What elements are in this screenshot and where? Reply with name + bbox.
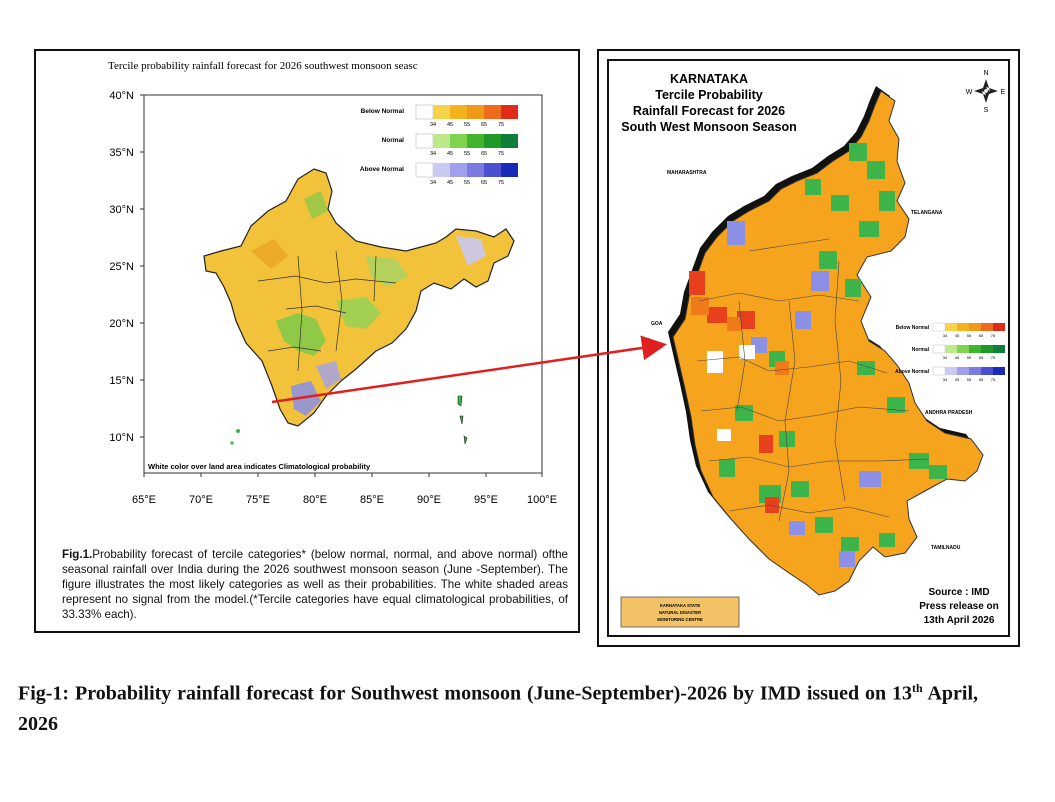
legend-ramp-normal [415, 133, 518, 149]
compass-w: W [966, 89, 973, 96]
legend-tick: 65 [979, 333, 984, 338]
ka-title-line4: South West Monsoon Season [621, 120, 796, 134]
legend-tick: 75 [991, 355, 996, 360]
logo-line1: KARNATAKA STATE [660, 603, 700, 608]
neighbor-telangana: TELANGANA [911, 210, 943, 216]
legend-tick: 55 [967, 355, 972, 360]
ka-legend-below: Below Normal [896, 325, 930, 331]
karnataka-map-figure: KARNATAKA Tercile Probability Rainfall F… [620, 70, 1006, 628]
karnataka-inner-frame: KARNATAKA Tercile Probability Rainfall F… [607, 59, 1010, 637]
lat-label: 15°N [109, 375, 134, 387]
legend-tick: 34 [943, 377, 948, 382]
ka-legend-above: Above Normal [895, 369, 930, 375]
ka-title-line3: Rainfall Forecast for 2026 [633, 104, 785, 118]
legend-tick: 55 [967, 377, 972, 382]
longitude-labels: 65°E 70°E 75°E 80°E 85°E 90°E 95°E 100°E [132, 494, 557, 506]
legend-tick: 75 [498, 180, 504, 186]
neighbor-tamilnadu: TAMILNADU [931, 545, 961, 551]
legend-tick: 45 [955, 355, 960, 360]
lon-label: 70°E [189, 494, 213, 506]
legend-ramp-below [415, 104, 518, 120]
legend-ramp-above [415, 162, 518, 178]
legend-tick: 34 [430, 151, 436, 157]
legend-tick: 34 [943, 333, 948, 338]
india-forecast-panel: Tercile probability rainfall forecast fo… [34, 49, 580, 633]
legend-tick: 34 [430, 180, 436, 186]
lat-label: 30°N [109, 204, 134, 216]
fig-caption-tail: April, 2026 [18, 682, 978, 735]
legend-tick: 65 [481, 180, 487, 186]
legend-tick: 65 [481, 122, 487, 128]
legend-tick: 65 [481, 151, 487, 157]
legend-tick: 55 [464, 151, 470, 157]
legend-tick: 65 [979, 355, 984, 360]
caption-text: Probability forecast of tercile categori… [62, 548, 568, 621]
india-figure-caption: Fig.1.Probability forecast of tercile ca… [62, 547, 568, 622]
fig-caption-sup: th [911, 681, 923, 695]
caption-label: Fig.1. [62, 548, 93, 561]
lat-label: 10°N [109, 432, 134, 444]
lat-label: 40°N [109, 90, 134, 102]
neighbor-andhra: ANDHRA PRADESH [925, 410, 973, 416]
legend-tick: 34 [430, 122, 436, 128]
india-map-title: Tercile probability rainfall forecast fo… [108, 60, 418, 72]
legend-tick: 34 [943, 355, 948, 360]
compass-s: S [984, 107, 989, 114]
ka-title-line1: KARNATAKA [670, 72, 748, 86]
source-line2: Press release on [919, 601, 999, 612]
legend-label-above-normal: Above Normal [360, 166, 404, 173]
legend-tick: 45 [955, 333, 960, 338]
legend-tick: 45 [447, 180, 453, 186]
ka-legend: Below Normal 34 45 55 65 75 Normal 34 45 55 65 7… [895, 322, 1005, 382]
karnataka-forecast-panel: KARNATAKA Tercile Probability Rainfall F… [597, 49, 1020, 647]
legend-label-below-normal: Below Normal [361, 108, 405, 115]
source-line1: Source : IMD [928, 587, 989, 598]
lon-label: 75°E [246, 494, 270, 506]
ka-ramp-above [932, 366, 1005, 376]
lat-label: 20°N [109, 318, 134, 330]
logo-line3: MONITORING CENTRE [657, 617, 703, 622]
lon-label: 80°E [303, 494, 327, 506]
lon-label: 85°E [360, 494, 384, 506]
compass-n: N [983, 70, 988, 77]
compass-icon: N S E W [966, 70, 1006, 114]
lon-label: 100°E [527, 494, 557, 506]
source-line3: 13th April 2026 [924, 615, 995, 626]
neighbor-goa: GOA [651, 321, 663, 327]
legend-tick: 55 [967, 333, 972, 338]
lon-label: 95°E [474, 494, 498, 506]
legend-tick: 75 [991, 377, 996, 382]
figure-caption: Fig-1: Probability rainfall forecast for… [18, 673, 978, 739]
compass-e: E [1001, 89, 1006, 96]
legend-tick: 75 [991, 333, 996, 338]
legend-tick: 75 [498, 151, 504, 157]
ka-ramp-below [932, 322, 1005, 332]
india-legend: Below Normal 34 45 55 65 75 Normal 34 45… [360, 104, 518, 186]
india-map-footnote: White color over land area indicates Cli… [148, 462, 371, 471]
logo-line2: NATURAL DISASTER [659, 610, 701, 615]
legend-tick: 75 [498, 122, 504, 128]
legend-tick: 55 [464, 180, 470, 186]
legend-tick: 65 [979, 377, 984, 382]
lat-label: 25°N [109, 261, 134, 273]
fig-caption-main: Fig-1: Probability rainfall forecast for… [18, 682, 912, 705]
ka-ramp-normal [932, 344, 1005, 354]
legend-tick: 45 [955, 377, 960, 382]
ksndmc-logo: KARNATAKA STATE NATURAL DISASTER MONITOR… [620, 596, 740, 628]
legend-tick: 45 [447, 151, 453, 157]
legend-tick: 45 [447, 122, 453, 128]
ka-legend-normal: Normal [912, 347, 930, 353]
legend-label-normal: Normal [382, 137, 405, 144]
india-map-figure: Tercile probability rainfall forecast fo… [108, 60, 557, 506]
ka-title-line2: Tercile Probability [655, 88, 762, 102]
legend-tick: 55 [464, 122, 470, 128]
lat-label: 35°N [109, 147, 134, 159]
neighbor-maharashtra: MAHARASHTRA [667, 170, 707, 176]
karnataka-state-map [668, 86, 984, 596]
lon-label: 65°E [132, 494, 156, 506]
lon-label: 90°E [417, 494, 441, 506]
latitude-labels: 40°N 35°N 30°N 25°N 20°N 15°N 10°N [109, 90, 134, 444]
